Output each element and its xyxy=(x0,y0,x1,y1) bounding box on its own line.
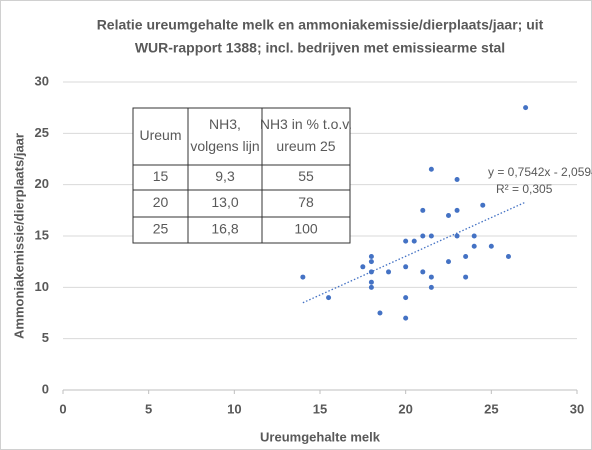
x-tick-label: 0 xyxy=(59,401,66,416)
point xyxy=(480,202,486,208)
x-tick-label: 25 xyxy=(484,401,498,416)
point xyxy=(368,279,374,285)
point xyxy=(471,233,477,239)
y-tick-label: 10 xyxy=(35,279,49,294)
point xyxy=(463,254,469,260)
chart-title: Relatie ureumgehalte melk en ammoniakemi… xyxy=(97,17,544,33)
point xyxy=(368,254,374,260)
x-axis-label: Ureumgehalte melk xyxy=(260,429,381,444)
table-header: volgens lijn xyxy=(190,138,259,154)
table-cell: 20 xyxy=(153,194,169,210)
point xyxy=(403,295,409,301)
table-cell: 13,0 xyxy=(211,194,238,210)
table-cell: 78 xyxy=(298,194,314,210)
point xyxy=(463,274,469,280)
point xyxy=(403,315,409,321)
y-tick-label: 20 xyxy=(35,176,49,191)
point xyxy=(411,238,417,244)
trendline xyxy=(302,201,526,304)
table-cell: 15 xyxy=(153,168,169,184)
trendline-equation: y = 0,7542x - 2,0594 xyxy=(488,165,592,179)
table-cell: 100 xyxy=(294,221,318,237)
point xyxy=(403,264,409,270)
table-cell: 55 xyxy=(298,168,314,184)
y-axis-label: Ammoniakemissie/dierplaats/jaar xyxy=(11,133,26,339)
table-cell: 9,3 xyxy=(215,168,235,184)
point xyxy=(300,274,306,280)
y-tick-label: 5 xyxy=(42,330,49,345)
point xyxy=(488,243,494,249)
y-tick-label: 25 xyxy=(35,125,49,140)
y-tick-label: 15 xyxy=(35,227,49,242)
point xyxy=(454,207,460,213)
point xyxy=(523,105,529,111)
point xyxy=(386,269,392,275)
point xyxy=(368,284,374,290)
table-cell: 25 xyxy=(153,221,169,237)
table-bg xyxy=(132,107,351,244)
table-header: NH3, xyxy=(209,116,241,132)
point xyxy=(446,259,451,265)
point xyxy=(368,259,374,265)
table-header: ureum 25 xyxy=(276,138,335,154)
point xyxy=(428,284,434,290)
point xyxy=(368,269,374,275)
x-tick-label: 15 xyxy=(313,401,327,416)
trendline-r2: R² = 0,305 xyxy=(496,182,553,196)
point xyxy=(428,166,434,172)
y-tick-label: 0 xyxy=(42,381,49,396)
x-tick-label: 5 xyxy=(145,401,152,416)
point xyxy=(420,233,426,239)
point xyxy=(360,264,366,270)
table-header: Ureum xyxy=(139,127,181,143)
table-header: NH3 in % t.o.v. xyxy=(260,116,352,132)
x-tick-label: 30 xyxy=(570,401,584,416)
point xyxy=(428,233,434,239)
point xyxy=(377,310,383,316)
x-tick-label: 20 xyxy=(398,401,412,416)
y-tick-label: 30 xyxy=(35,73,49,88)
point xyxy=(326,295,332,301)
point xyxy=(420,269,426,275)
x-tick-label: 10 xyxy=(227,401,241,416)
point xyxy=(471,243,477,249)
point xyxy=(454,233,460,239)
point xyxy=(420,207,426,213)
table-cell: 16,8 xyxy=(211,221,238,237)
point xyxy=(403,238,409,244)
point xyxy=(454,177,460,183)
point xyxy=(505,254,511,260)
chart-title: WUR-rapport 1388; incl. bedrijven met em… xyxy=(135,40,505,56)
point xyxy=(428,274,434,280)
point xyxy=(446,212,451,218)
